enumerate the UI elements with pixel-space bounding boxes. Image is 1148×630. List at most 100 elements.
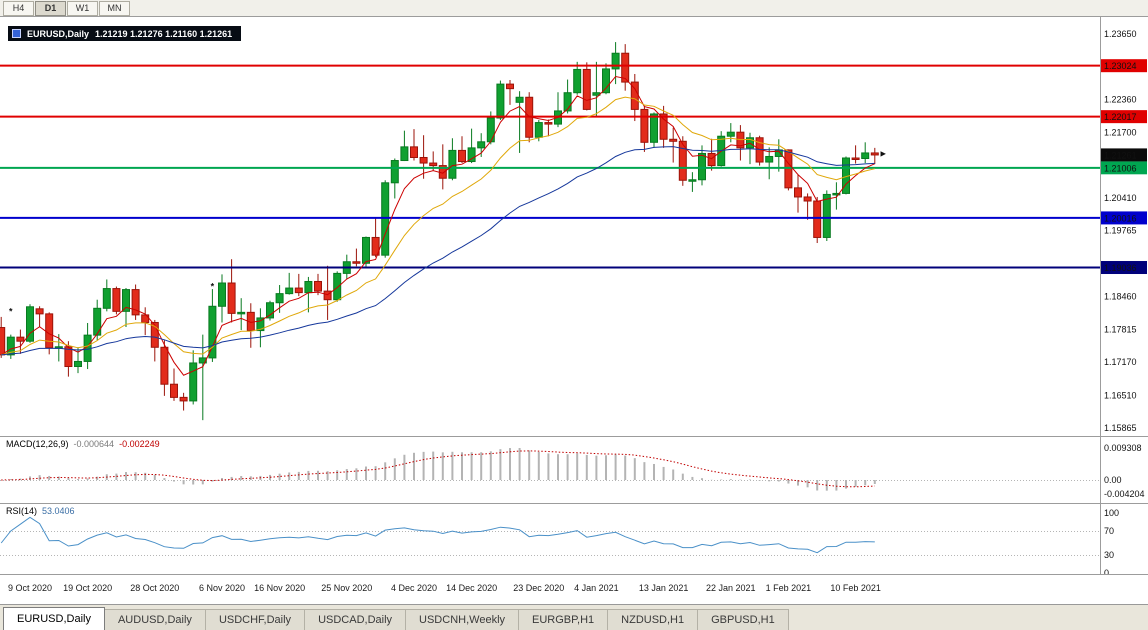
candle-body (784, 149, 793, 189)
tab-audusd-daily[interactable]: AUDUSD,Daily (103, 609, 206, 630)
candle-body (371, 236, 380, 256)
price-axis-tick: 1.23650 (1104, 29, 1137, 39)
period-button-d1[interactable]: D1 (35, 0, 66, 16)
macd-name: MACD(12,26,9) (6, 439, 69, 449)
macd-axis-tick: -0.004204 (1104, 489, 1145, 499)
price-level-badge (1101, 59, 1147, 73)
rsi-name: RSI(14) (6, 506, 38, 516)
rsi-axis-tick: 70 (1104, 526, 1114, 536)
candle-body (650, 113, 658, 143)
candle-body (861, 152, 870, 160)
candle-body (659, 113, 668, 140)
candle-body (333, 272, 342, 301)
rsi-axis-tick: 30 (1104, 550, 1114, 560)
candle-body (362, 236, 370, 264)
candle-body (573, 68, 582, 94)
macd-value-signal: -0.002249 (119, 439, 160, 449)
candle-body (294, 287, 303, 294)
candle-body (381, 182, 390, 256)
candle-body (515, 96, 524, 103)
chart-ohlc-quote: 1.21219 1.21276 1.21160 1.21261 (95, 28, 233, 39)
macd-axis-tick: 0.009308 (1104, 443, 1142, 453)
price-level-badge-label: 1.20016 (1104, 213, 1137, 223)
candle-body (390, 160, 399, 184)
candle-body (429, 162, 438, 167)
price-level-badge-label: 1.23024 (1104, 61, 1137, 71)
candle-body (496, 83, 505, 119)
price-arrow-icon: ► (879, 148, 888, 158)
candle-body (0, 327, 6, 356)
macd-indicator-label: MACD(12,26,9) -0.000644 -0.002249 (6, 439, 160, 449)
price-axis-tick: 1.15865 (1104, 423, 1137, 433)
candle-body (707, 152, 716, 167)
rsi-value: 53.0406 (42, 506, 75, 516)
candle-body (64, 346, 73, 368)
signal-marker-icon: * (9, 306, 13, 316)
date-label: 10 Feb 2021 (830, 583, 881, 593)
period-button-mn[interactable]: MN (99, 0, 130, 16)
candle-body (208, 305, 217, 359)
candle-body (678, 140, 687, 181)
candle-body (275, 293, 284, 304)
candle-body (323, 290, 332, 301)
candle-body (150, 321, 159, 348)
price-axis-tick: 1.20410 (1104, 193, 1137, 203)
time-axis: 9 Oct 2020 19 Oct 2020 28 Oct 2020 6 Nov 20… (0, 574, 1148, 604)
candle-body (813, 200, 822, 238)
macd-value-main: -0.000644 (73, 439, 115, 449)
chart-tabs-bar: EURUSD,Daily AUDUSD,Daily USDCHF,Daily USDC… (0, 604, 1148, 630)
price-level-badge (1101, 110, 1147, 124)
tab-eurgbp-h1[interactable]: EURGBP,H1 (518, 609, 609, 630)
candle-body (582, 68, 591, 110)
candle-body (189, 362, 198, 402)
date-label: 19 Oct 2020 (63, 583, 113, 593)
price-axis-tick: 1.22360 (1104, 94, 1137, 104)
current-price-badge-label: 1.21261 (1104, 150, 1137, 160)
candle-body (506, 83, 514, 90)
price-level-badge (1101, 261, 1147, 275)
chart-icon (12, 29, 21, 38)
period-button-h4[interactable]: H4 (3, 0, 34, 16)
signal-marker-icon: * (211, 282, 215, 292)
candle-body (688, 179, 697, 182)
candle-body (266, 302, 274, 319)
rsi-indicator-label: RSI(14) 53.0406 (6, 506, 75, 516)
date-label: 9 Oct 2020 (7, 583, 53, 593)
candle-body (304, 280, 313, 294)
candle-body (870, 152, 879, 156)
candle-body (314, 280, 322, 292)
candle-body (285, 287, 294, 295)
price-chart-canvas[interactable]: 1.23024 1.22017 1.21006 1.20016 1.19036 * * ► 1.… (0, 17, 1148, 574)
tab-usdcad-daily[interactable]: USDCAD,Daily (304, 609, 407, 630)
date-label: 1 Feb 2021 (765, 583, 812, 593)
candle-body (822, 193, 831, 238)
price-axis-tick: 1.16510 (1104, 390, 1137, 400)
tab-nzdusd-h1[interactable]: NZDUSD,H1 (607, 609, 699, 630)
tab-usdchf-daily[interactable]: USDCHF,Daily (204, 609, 306, 630)
candle-body (410, 146, 418, 158)
tab-usdcnh-weekly[interactable]: USDCNH,Weekly (405, 609, 520, 630)
date-label: 4 Jan 2021 (574, 583, 619, 593)
candle-body (448, 149, 457, 179)
candle-body (218, 282, 226, 307)
price-level-badge-label: 1.19036 (1104, 263, 1137, 273)
candle-body (237, 311, 246, 315)
candle-body (170, 383, 178, 398)
date-label: 6 Nov 2020 (198, 583, 246, 593)
candle-body (6, 336, 15, 356)
candle-body (803, 196, 812, 202)
tab-eurusd-daily[interactable]: EURUSD,Daily (3, 607, 105, 630)
rsi-line (0, 516, 875, 554)
date-label: 28 Oct 2020 (130, 583, 180, 593)
rsi-axis-tick: 100 (1104, 508, 1119, 518)
macd-signal-line (1, 450, 875, 488)
tab-gbpusd-h1[interactable]: GBPUSD,H1 (697, 609, 789, 630)
date-label: 25 Nov 2020 (321, 583, 373, 593)
period-button-w1[interactable]: W1 (67, 0, 98, 16)
candle-body (400, 146, 409, 162)
price-axis-tick: 1.18460 (1104, 292, 1137, 302)
candle-body (477, 141, 486, 149)
price-level-badge-label: 1.21006 (1104, 163, 1137, 173)
candle-body (544, 122, 553, 125)
